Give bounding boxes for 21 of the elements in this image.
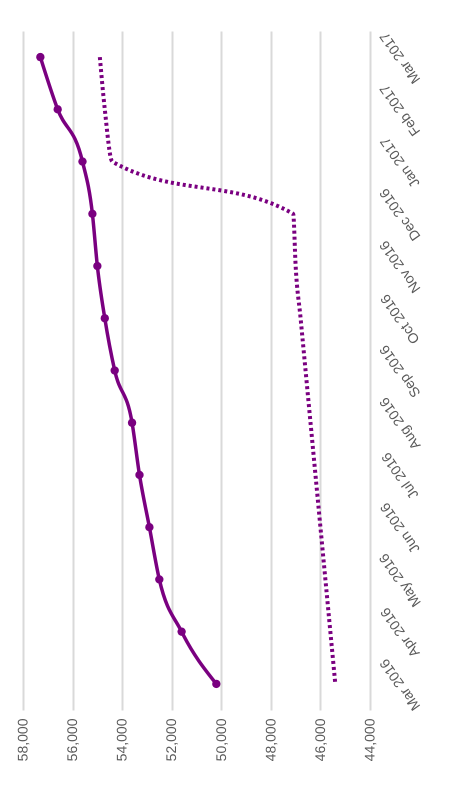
x-tick-label: 44,000 [362, 718, 378, 762]
point [177, 627, 186, 636]
point [110, 366, 119, 375]
x-tick-label: 52,000 [163, 718, 180, 762]
x-tick-label: 48,000 [262, 718, 278, 762]
point [100, 314, 109, 322]
point [93, 262, 102, 270]
point [54, 105, 62, 114]
x-tick-label: 58,000 [14, 718, 30, 762]
point [36, 52, 45, 62]
x-tick-label: 50,000 [212, 718, 229, 762]
point [145, 523, 154, 532]
point [78, 157, 87, 166]
point [135, 470, 144, 480]
x-tick-label: 54,000 [114, 718, 130, 762]
point [212, 680, 221, 688]
x-tick-label: 46,000 [312, 718, 328, 762]
point [155, 575, 164, 584]
point [128, 418, 136, 427]
point [88, 210, 97, 218]
x-tick-label: 56,000 [64, 718, 80, 762]
